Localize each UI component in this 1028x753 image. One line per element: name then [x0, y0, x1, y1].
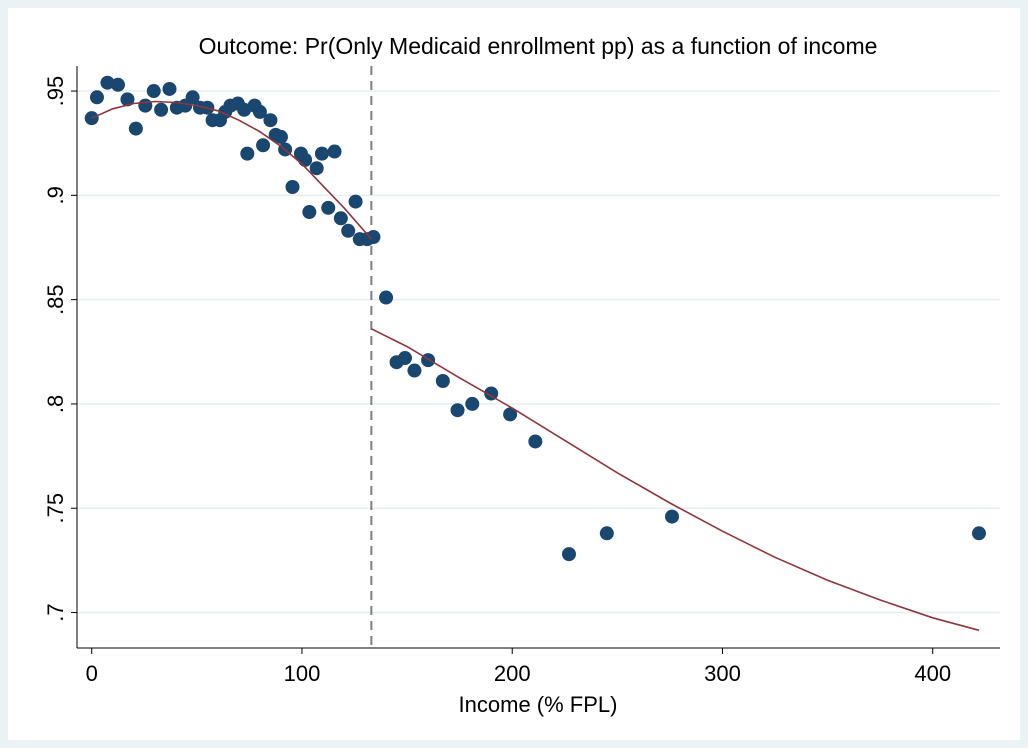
- data-point: [120, 92, 135, 107]
- data-point: [146, 84, 161, 99]
- data-point: [110, 77, 125, 92]
- data-point: [435, 373, 450, 388]
- data-point: [128, 121, 143, 136]
- data-point: [252, 104, 267, 119]
- data-point: [379, 290, 394, 305]
- data-point: [256, 138, 271, 153]
- data-point: [971, 526, 986, 541]
- x-tick-label: 300: [704, 661, 741, 686]
- data-point: [407, 363, 422, 378]
- data-point: [185, 90, 200, 105]
- data-point: [321, 200, 336, 215]
- data-point: [285, 179, 300, 194]
- data-point: [327, 144, 342, 159]
- data-point: [503, 407, 518, 422]
- fit-curve-right: [371, 328, 980, 632]
- data-points: [84, 75, 986, 562]
- data-point: [89, 90, 104, 105]
- data-point: [450, 403, 465, 418]
- x-tick-label: 200: [494, 661, 531, 686]
- data-point: [237, 102, 252, 117]
- y-tick-label: .75: [43, 493, 68, 524]
- data-point: [298, 152, 313, 167]
- data-point: [263, 113, 278, 128]
- data-point: [154, 102, 169, 117]
- data-point: [561, 547, 576, 562]
- data-point: [397, 351, 412, 366]
- data-point: [314, 146, 329, 161]
- x-tick-label: 0: [86, 661, 98, 686]
- data-point: [665, 509, 680, 524]
- gridlines: [77, 90, 1000, 614]
- data-point: [484, 386, 499, 401]
- data-point: [366, 230, 381, 245]
- x-axis-label: Income (% FPL): [459, 692, 618, 717]
- chart-title: Outcome: Pr(Only Medicaid enrollment pp)…: [199, 33, 878, 59]
- axes: [76, 66, 1000, 649]
- x-tick-label: 100: [284, 661, 321, 686]
- data-point: [309, 161, 324, 176]
- data-point: [273, 129, 288, 144]
- fit-curve-left: [91, 100, 373, 240]
- y-tick-label: .95: [43, 76, 68, 107]
- data-point: [240, 146, 255, 161]
- y-tick-label: .9: [43, 186, 68, 204]
- data-point: [162, 81, 177, 96]
- inner-background: [8, 8, 1020, 740]
- y-tick-label: .8: [43, 395, 68, 413]
- data-point: [348, 194, 363, 209]
- data-point: [599, 526, 614, 541]
- data-point: [100, 75, 115, 90]
- x-tick-label: 400: [914, 661, 951, 686]
- y-tick-label: .85: [43, 284, 68, 315]
- data-point: [341, 223, 356, 238]
- data-point: [465, 396, 480, 411]
- y-tick-label: .7: [43, 603, 68, 621]
- data-point: [421, 353, 436, 368]
- data-point: [333, 211, 348, 226]
- y-ticks: .7 .75 .8 .85 .9 .95: [43, 76, 77, 622]
- data-point: [138, 98, 153, 113]
- x-ticks: 0 100 200 300 400: [86, 648, 951, 686]
- data-point: [528, 434, 543, 449]
- data-point: [302, 205, 317, 220]
